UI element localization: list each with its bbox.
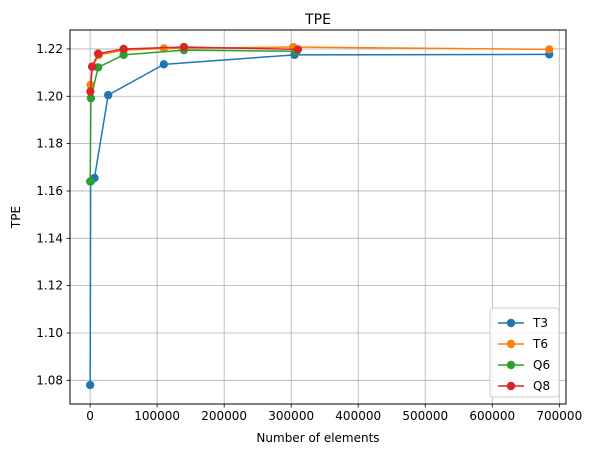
data-point-t3 [159, 60, 169, 69]
y-tick-label: 1.10 [36, 326, 63, 340]
data-point-q8 [93, 49, 103, 58]
y-tick-label: 1.18 [36, 137, 63, 151]
data-point-t6 [545, 45, 554, 54]
y-tick-label: 1.16 [36, 184, 63, 198]
x-tick-label: 700000 [536, 409, 582, 423]
data-point-q8 [179, 42, 189, 52]
plot-frame [69, 29, 567, 405]
y-tick-label: 1.22 [36, 42, 63, 56]
x-tick-label: 0 [86, 409, 94, 423]
legend-marker-q6 [506, 360, 516, 370]
y-tick-label: 1.14 [36, 231, 63, 245]
y-tick-label: 1.08 [36, 373, 63, 387]
data-point-q8 [87, 62, 97, 71]
series-q8 [86, 42, 303, 96]
y-axis-label: TPE [9, 206, 23, 229]
legend-marker-q8 [506, 381, 516, 391]
data-point-q8 [119, 44, 128, 54]
ticks: 0 100000 200000 300000 400000 500000 600000 700… [36, 42, 582, 423]
series-layer [85, 42, 554, 390]
legend-box [489, 307, 560, 398]
y-tick-label: 1.12 [36, 279, 63, 293]
chart-title: TPE [304, 12, 331, 28]
y-tick-label: 1.20 [36, 89, 63, 103]
data-point-t3 [104, 90, 113, 100]
x-tick-label: 300000 [268, 409, 314, 423]
x-tick-label: 500000 [402, 409, 448, 423]
x-tick-label: 200000 [201, 409, 247, 423]
grid [70, 30, 566, 404]
data-point-q8 [293, 45, 303, 54]
legend-label-q6: Q6 [533, 358, 550, 372]
legend-label-t6: T6 [532, 337, 548, 351]
x-axis-label: Number of elements [256, 431, 379, 445]
data-point-q6 [86, 93, 96, 103]
legend-label-t3: T3 [532, 316, 548, 330]
legend: T3 T6 Q6 Q8 [489, 307, 560, 398]
legend-marker-t6 [506, 339, 516, 349]
data-point-t6 [159, 44, 169, 53]
x-tick-label: 100000 [134, 409, 180, 423]
x-tick-label: 600000 [469, 409, 515, 423]
data-point-q6 [86, 177, 95, 186]
x-tick-label: 400000 [335, 409, 381, 423]
legend-marker-t3 [506, 318, 516, 328]
series-line-q6 [89, 49, 297, 182]
data-point-t3 [85, 380, 95, 390]
data-point-q6 [119, 50, 128, 60]
data-point-q8 [86, 87, 95, 96]
legend-label-q8: Q8 [533, 379, 550, 393]
